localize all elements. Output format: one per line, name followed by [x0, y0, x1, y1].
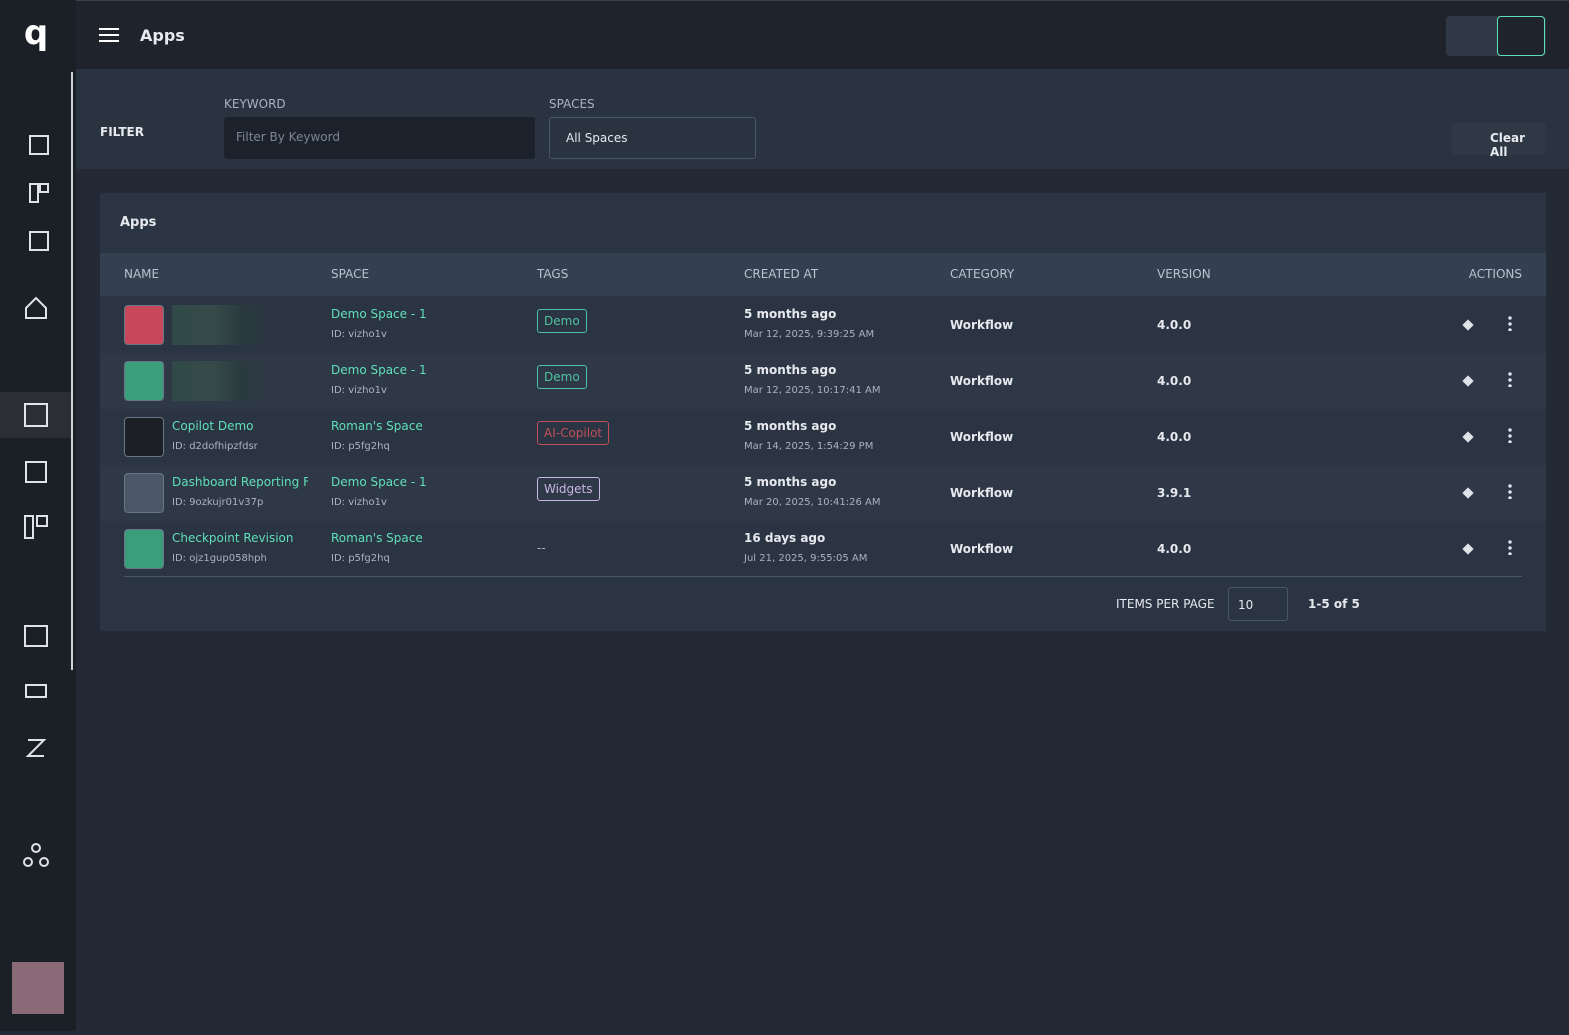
redacted-name: [172, 361, 272, 401]
column-header: CREATED AT: [744, 267, 819, 281]
column-header: CATEGORY: [950, 267, 1015, 281]
page-range: 1-5 of 5: [1308, 597, 1360, 611]
space-id: ID: vizho1v: [331, 329, 387, 340]
apps-table-card: Apps NAME SPACE TAGS CREATED AT CATEGORY VERS…: [100, 193, 1546, 631]
space-name[interactable]: Roman's Space: [331, 419, 423, 433]
table-row: Dashboard Reporting Flo ID: 9ozkujr01v37p…: [100, 465, 1546, 521]
table-title: Apps: [120, 215, 157, 230]
category: Workflow: [950, 542, 1014, 556]
spaces-label: SPACES: [549, 97, 595, 111]
category: Workflow: [950, 486, 1014, 500]
per-page-select[interactable]: 10: [1228, 587, 1288, 621]
spaces-select[interactable]: All Spaces: [549, 117, 756, 159]
version: 4.0.0: [1157, 374, 1192, 388]
space-name[interactable]: Demo Space - 1: [331, 475, 427, 489]
filter-label: FILTER: [100, 125, 144, 139]
app-icon[interactable]: [124, 529, 164, 569]
app-id: ID: ojz1gup058hph: [172, 553, 267, 564]
version: 4.0.0: [1157, 430, 1192, 444]
top-bar: Apps: [76, 0, 1569, 69]
more-button[interactable]: [1508, 427, 1512, 443]
version: 4.0.0: [1157, 542, 1192, 556]
filter-panel: FILTER KEYWORD Filter By Keyword SPACES …: [76, 69, 1569, 169]
app-id: ID: 9ozkujr01v37p: [172, 497, 264, 508]
created-at: Jul 21, 2025, 9:55:05 AM: [744, 553, 868, 564]
list-view-button[interactable]: [1497, 16, 1545, 56]
space-id: ID: p5fg2hq: [331, 553, 390, 564]
more-button[interactable]: [1508, 539, 1512, 555]
logo[interactable]: q: [24, 13, 48, 53]
pin-button[interactable]: [1462, 543, 1474, 555]
divider: [124, 576, 1522, 577]
items-per-page-label: ITEMS PER PAGE: [1116, 597, 1215, 611]
tag: AI-Copilot: [537, 421, 610, 445]
tag: Widgets: [537, 477, 600, 501]
column-header: TAGS: [537, 267, 569, 281]
column-header: NAME: [124, 267, 160, 281]
created-relative: 16 days ago: [744, 531, 826, 545]
pin-button[interactable]: [1462, 319, 1474, 331]
sidebar: q: [0, 0, 76, 1031]
pin-button[interactable]: [1462, 375, 1474, 387]
app-icon[interactable]: [124, 361, 164, 401]
more-button[interactable]: [1508, 315, 1512, 331]
space-id: ID: p5fg2hq: [331, 441, 390, 452]
version: 4.0.0: [1157, 318, 1192, 332]
table-row: Demo Space - 1 ID: vizho1v Demo 5 months ag…: [100, 297, 1546, 353]
redacted-name: [172, 305, 272, 345]
created-at: Mar 20, 2025, 10:41:26 AM: [744, 497, 881, 508]
keyword-label: KEYWORD: [224, 97, 286, 111]
pin-button[interactable]: [1462, 487, 1474, 499]
created-at: Mar 12, 2025, 9:39:25 AM: [744, 329, 875, 340]
category: Workflow: [950, 430, 1014, 444]
tag: --: [537, 541, 546, 555]
menu-button[interactable]: [98, 27, 120, 43]
created-relative: 5 months ago: [744, 419, 837, 433]
table-row: Copilot Demo ID: d2dofhipzfdsr Roman's Spa…: [100, 409, 1546, 465]
tag: Demo: [537, 309, 587, 333]
space-id: ID: vizho1v: [331, 385, 387, 396]
clear-all-button[interactable]: Clear All: [1452, 123, 1546, 159]
version: 3.9.1: [1157, 486, 1192, 500]
sidebar-icons: q: [0, 13, 73, 1014]
app-name[interactable]: Checkpoint Revision: [172, 531, 294, 545]
range: 1-5: [1308, 597, 1330, 611]
created-at: Mar 12, 2025, 10:17:41 AM: [744, 385, 881, 396]
app-name[interactable]: Dashboard Reporting Flo: [172, 475, 308, 489]
created-relative: 5 months ago: [744, 307, 837, 321]
space-name[interactable]: Demo Space - 1: [331, 307, 427, 321]
app-icon[interactable]: [124, 305, 164, 345]
app-icon[interactable]: [124, 417, 164, 457]
category: Workflow: [950, 318, 1014, 332]
table-row: Demo Space - 1 ID: vizho1v Demo 5 months ag…: [100, 353, 1546, 409]
column-header: SPACE: [331, 267, 370, 281]
space-name[interactable]: Demo Space - 1: [331, 363, 427, 377]
created-at: Mar 14, 2025, 1:54:29 PM: [744, 441, 874, 452]
keyword-input[interactable]: Filter By Keyword: [224, 117, 535, 159]
pin-button[interactable]: [1462, 431, 1474, 443]
more-button[interactable]: [1508, 371, 1512, 387]
space-name[interactable]: Roman's Space: [331, 531, 423, 545]
app-name[interactable]: Copilot Demo: [172, 419, 254, 433]
more-button[interactable]: [1508, 483, 1512, 499]
created-relative: 5 months ago: [744, 363, 837, 377]
app-id: ID: d2dofhipzfdsr: [172, 441, 258, 452]
space-id: ID: vizho1v: [331, 497, 387, 508]
column-header: ACTIONS: [1468, 267, 1522, 281]
tag: Demo: [537, 365, 587, 389]
page-title: Apps: [140, 26, 185, 45]
created-relative: 5 months ago: [744, 475, 837, 489]
app-icon[interactable]: [124, 473, 164, 513]
column-header: VERSION: [1157, 267, 1211, 281]
table-row: Checkpoint Revision ID: ojz1gup058hph Roma…: [100, 521, 1546, 577]
category: Workflow: [950, 374, 1014, 388]
table-header: NAME SPACE TAGS CREATED AT CATEGORY VERSION AC…: [100, 253, 1546, 296]
of: of: [1333, 597, 1348, 611]
total: 5: [1351, 597, 1360, 611]
